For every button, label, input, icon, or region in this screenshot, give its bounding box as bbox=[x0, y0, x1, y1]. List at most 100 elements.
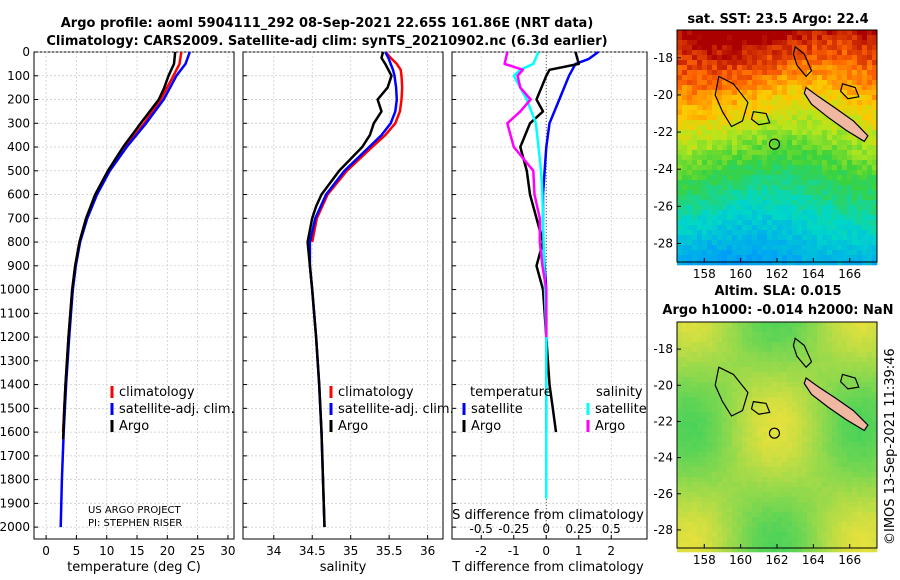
map-cell bbox=[682, 175, 688, 181]
map-cell bbox=[772, 437, 778, 443]
map-cell bbox=[692, 527, 698, 533]
map-cell bbox=[677, 362, 683, 368]
map-cell bbox=[837, 347, 843, 353]
map-cell bbox=[782, 367, 788, 373]
map-cell bbox=[697, 382, 703, 388]
map-cell bbox=[697, 135, 703, 141]
map-cell bbox=[862, 512, 868, 518]
map-cell bbox=[782, 432, 788, 438]
map-cell bbox=[732, 512, 738, 518]
map-cell bbox=[777, 387, 783, 393]
map-cell bbox=[852, 462, 858, 468]
map-cell bbox=[687, 185, 693, 191]
map-cell bbox=[812, 422, 818, 428]
map-cell bbox=[762, 225, 768, 231]
map-cell bbox=[777, 185, 783, 191]
map-cell bbox=[692, 105, 698, 111]
map-cell bbox=[762, 492, 768, 498]
map-cell bbox=[752, 40, 758, 46]
map-cell bbox=[852, 332, 858, 338]
map-cell bbox=[747, 195, 753, 201]
map-cell bbox=[742, 210, 748, 216]
map-cell bbox=[817, 175, 823, 181]
map-cell bbox=[772, 492, 778, 498]
map-cell bbox=[862, 482, 868, 488]
map-cell bbox=[832, 372, 838, 378]
map-cell bbox=[777, 382, 783, 388]
map-cell bbox=[787, 512, 793, 518]
map-cell bbox=[837, 235, 843, 241]
map-cell bbox=[737, 130, 743, 136]
map-cell bbox=[687, 517, 693, 523]
map-cell bbox=[752, 322, 758, 328]
map-cell bbox=[782, 170, 788, 176]
map-cell bbox=[732, 492, 738, 498]
map-cell bbox=[782, 105, 788, 111]
map-cell bbox=[872, 357, 878, 363]
map-cell bbox=[872, 507, 878, 513]
map-cell bbox=[827, 70, 833, 76]
map-cell bbox=[827, 245, 833, 251]
x-tick-label: 35.5 bbox=[376, 544, 403, 558]
map-cell bbox=[852, 487, 858, 493]
map-cell bbox=[777, 372, 783, 378]
map-cell bbox=[812, 170, 818, 176]
map-cell bbox=[842, 467, 848, 473]
map-cell bbox=[857, 367, 863, 373]
map-cell bbox=[862, 30, 868, 36]
map-cell bbox=[767, 327, 773, 333]
map-cell bbox=[837, 487, 843, 493]
map-cell bbox=[827, 180, 833, 186]
map-cell bbox=[872, 392, 878, 398]
map-cell bbox=[742, 230, 748, 236]
map-cell bbox=[742, 467, 748, 473]
map-cell bbox=[802, 497, 808, 503]
y-tick-label: 100 bbox=[7, 69, 30, 83]
map-cell bbox=[682, 55, 688, 61]
y-tick-label: 1700 bbox=[0, 449, 30, 463]
map-cell bbox=[797, 240, 803, 246]
map-cell bbox=[857, 220, 863, 226]
map-cell bbox=[702, 235, 708, 241]
map-cell bbox=[727, 260, 733, 266]
map-cell bbox=[702, 502, 708, 508]
map-cell bbox=[777, 532, 783, 538]
map-cell bbox=[842, 90, 848, 96]
map-cell bbox=[802, 527, 808, 533]
map-cell bbox=[832, 322, 838, 328]
map-cell bbox=[677, 190, 683, 196]
map-cell bbox=[802, 125, 808, 131]
map-cell bbox=[732, 195, 738, 201]
map-cell bbox=[772, 240, 778, 246]
map-cell bbox=[812, 195, 818, 201]
map-cell bbox=[717, 507, 723, 513]
map-cell bbox=[817, 230, 823, 236]
map-cell bbox=[827, 507, 833, 513]
map-cell bbox=[792, 487, 798, 493]
map-cell bbox=[862, 342, 868, 348]
map-cell bbox=[742, 175, 748, 181]
map-cell bbox=[742, 437, 748, 443]
map-cell bbox=[737, 442, 743, 448]
map-cell bbox=[847, 160, 853, 166]
map-cell bbox=[832, 60, 838, 66]
map-cell bbox=[742, 60, 748, 66]
map-cell bbox=[857, 457, 863, 463]
map-cell bbox=[867, 362, 873, 368]
map-cell bbox=[772, 382, 778, 388]
map-cell bbox=[812, 220, 818, 226]
map-cell bbox=[807, 427, 813, 433]
map-cell bbox=[742, 200, 748, 206]
map-cell bbox=[677, 90, 683, 96]
map-cell bbox=[782, 125, 788, 131]
map-cell bbox=[727, 140, 733, 146]
map-cell bbox=[797, 417, 803, 423]
map-cell bbox=[692, 95, 698, 101]
map-cell bbox=[872, 427, 878, 433]
map-cell bbox=[727, 507, 733, 513]
map-cell bbox=[862, 200, 868, 206]
map-cell bbox=[707, 65, 713, 71]
map-cell bbox=[787, 110, 793, 116]
map-cell bbox=[687, 250, 693, 256]
map-cell bbox=[867, 220, 873, 226]
